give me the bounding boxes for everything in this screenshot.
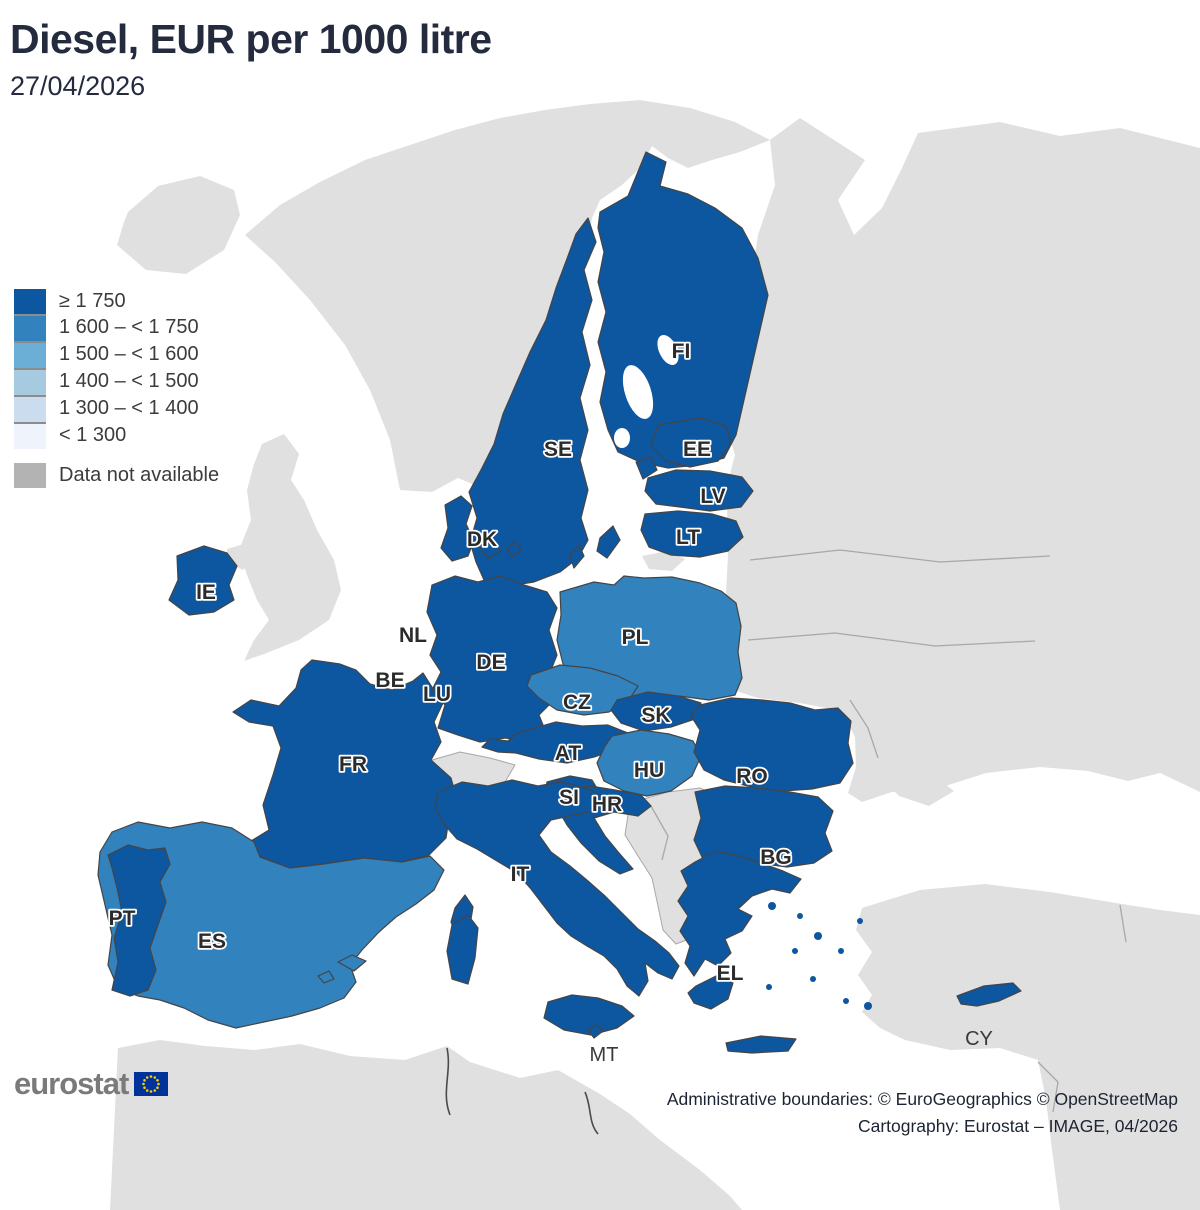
legend-class-row: ≥ 1 750 [14,289,219,314]
label-cy: CY [965,1028,993,1050]
attribution-line-1: Administrative boundaries: © EuroGeograp… [666,1089,1178,1109]
country-dk-isl1 [477,540,502,560]
label-dk: DK [467,528,497,551]
country-se-gotland [596,525,621,559]
label-el: EL [717,962,744,985]
label-ee: EE [683,438,711,461]
kaliningrad-land [642,551,685,571]
norway-land [245,100,770,492]
country-dk-isl2 [506,541,522,558]
map-date: 27/04/2026 [10,71,146,101]
label-fr: FR [339,753,367,776]
crimea-land [880,750,954,806]
legend-swatch [14,314,46,341]
label-at: AT [555,742,582,765]
label-lu: LU [423,683,451,706]
label-cz: CZ [563,691,591,714]
country-ee [650,417,732,468]
country-hu [596,729,702,797]
label-nl: NL [399,624,427,647]
legend-class-label: < 1 300 [59,424,127,446]
label-bg: BG [760,846,792,869]
label-hu: HU [634,759,664,782]
legend-nodata-label: Data not available [59,464,220,486]
country-bg [693,785,834,870]
attribution: Administrative boundaries: © EuroGeograp… [667,1086,1178,1140]
uk-land [239,434,341,661]
label-mt: MT [590,1044,619,1066]
north-africa-land [110,1040,742,1210]
label-de: DE [476,651,505,674]
legend-class-label: ≥ 1 750 [59,290,126,312]
legend-nodata-row: Data not available [14,463,219,488]
africa-borders [445,1047,599,1135]
legend-class-label: 1 500 – < 1 600 [59,343,199,365]
eurostat-logo: eurostat [14,1066,169,1102]
legend-class-row: 1 300 – < 1 400 [14,395,219,422]
label-hr: HR [592,793,622,816]
country-lv [644,469,754,512]
legend-swatch [14,341,46,368]
legend-class-label: 1 300 – < 1 400 [59,397,199,419]
country-it-sardinia [446,914,479,985]
label-be: BE [375,669,404,692]
legend-swatch [14,289,46,314]
russia-east-land [724,118,1200,802]
eurostat-logo-text: eurostat [14,1066,129,1101]
iceland-land [117,176,240,274]
country-dk [440,495,475,562]
eu-flag-stars [142,1075,161,1093]
country-cy [956,982,1022,1007]
attribution-line-2: Cartography: Eurostat – IMAGE, 04/2026 [857,1116,1178,1136]
country-at [481,721,629,764]
legend-class-row: < 1 300 [14,422,219,449]
label-pl: PL [622,626,649,649]
legend-class-row: 1 500 – < 1 600 [14,341,219,368]
country-lt [640,510,744,558]
label-sk: SK [641,704,670,727]
legend-swatch [14,395,46,422]
legend-class-label: 1 600 – < 1 750 [59,316,199,338]
legend-class-row: 1 600 – < 1 750 [14,314,219,341]
turkey-land [856,884,1200,1210]
legend-swatch [14,422,46,449]
label-lt: LT [676,526,700,549]
country-el [677,850,802,977]
country-el-peloponnese [687,975,734,1010]
eu-countries [97,151,1022,1054]
legend: ≥ 1 750 1 600 – < 1 750 1 500 – < 1 600 … [14,289,219,488]
page-title: Diesel, EUR per 1000 litre [10,16,492,62]
legend-swatch [14,368,46,395]
country-es-mallorca [337,954,367,972]
label-se: SE [544,438,572,461]
country-mt [587,1024,604,1039]
label-ro: RO [736,765,768,788]
label-si: SI [559,786,579,809]
country-ie [168,545,238,616]
legend-class-label: 1 400 – < 1 500 [59,370,199,392]
legend-nodata-swatch [14,463,46,488]
label-it: IT [511,863,530,886]
label-pt: PT [109,907,136,930]
country-it-sicily [543,994,635,1036]
country-se-oland [569,544,585,569]
country-ro [690,697,854,792]
label-ie: IE [196,581,216,604]
label-fi: FI [672,340,691,363]
legend-class-row: 1 400 – < 1 500 [14,368,219,395]
label-lv: LV [700,485,725,508]
country-el-islands [766,902,872,1010]
country-ee-islands [635,456,658,480]
country-el-crete [725,1035,797,1054]
country-sk [610,691,702,732]
country-es-ibiza [317,970,335,984]
label-es: ES [198,930,226,953]
country-pt [107,844,171,997]
eu-flag-icon [134,1072,169,1096]
country-it [434,779,680,997]
